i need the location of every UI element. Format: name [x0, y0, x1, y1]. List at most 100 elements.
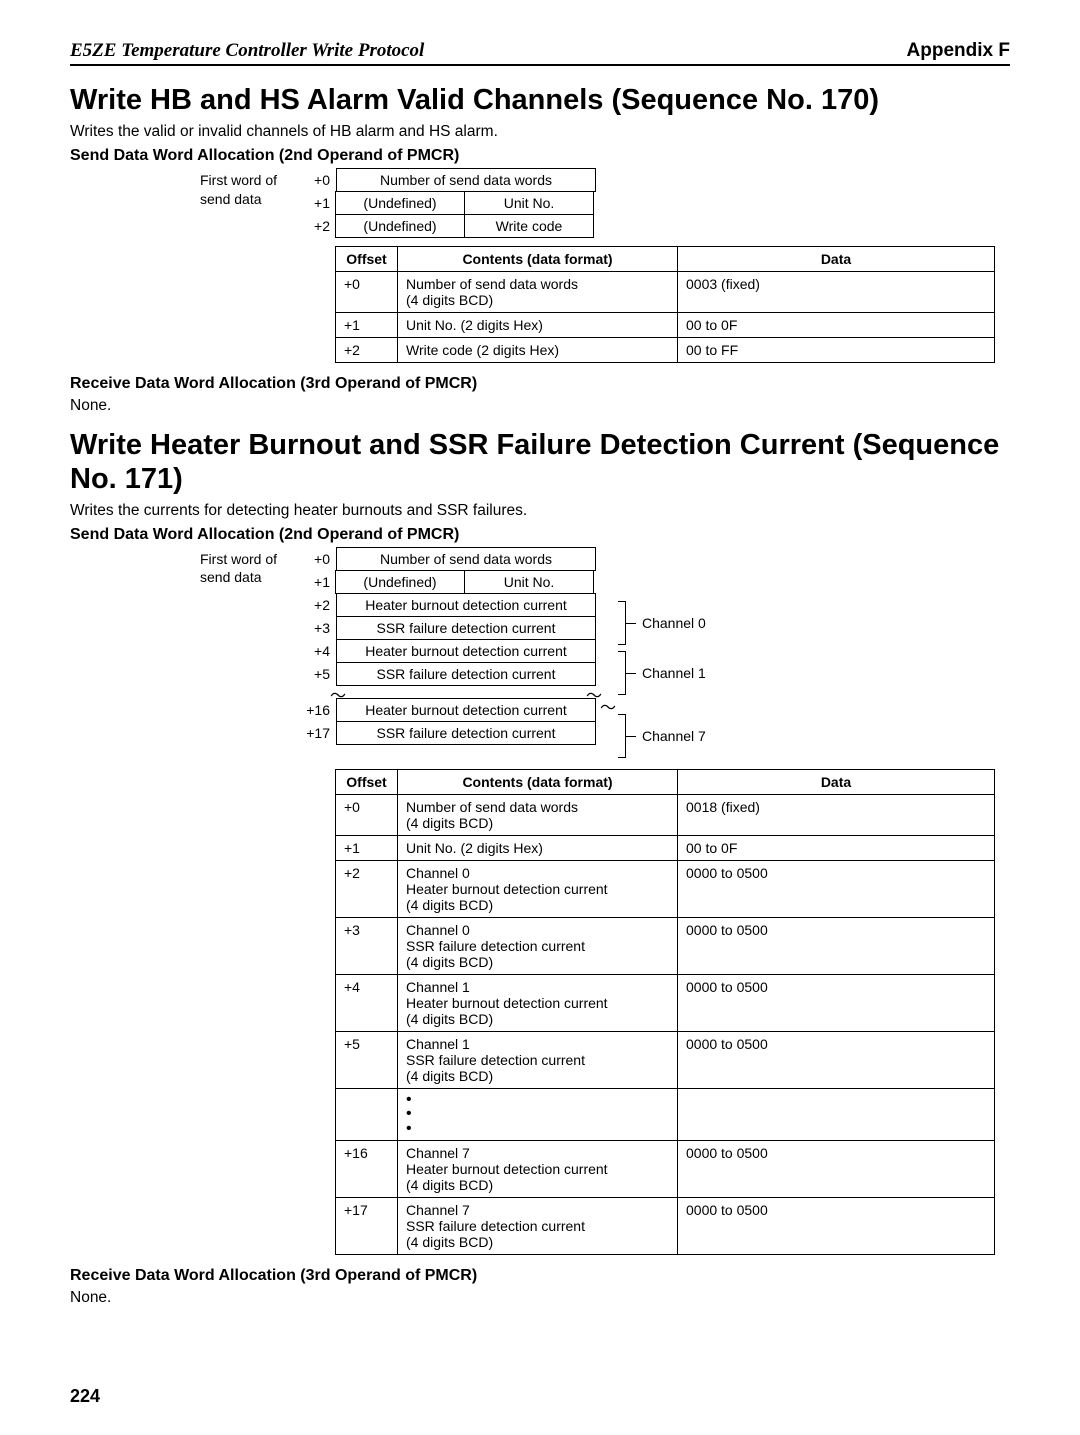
alloc-cell: SSR failure detection current [336, 721, 596, 745]
header-left: E5ZE Temperature Controller Write Protoc… [70, 40, 424, 62]
cell-contents: Channel 1 SSR failure detection current … [398, 1032, 678, 1089]
cell-data: 0000 to 0500 [678, 975, 995, 1032]
cell-contents: ••• [398, 1089, 678, 1141]
alloc-cell: Heater burnout detection current [336, 698, 596, 722]
alloc-cell: Unit No. [464, 191, 594, 215]
section2-alloc-diagram: First word of send data +0 Number of sen… [200, 548, 1010, 761]
cell-data: 0000 to 0500 [678, 1141, 995, 1198]
cell-offset: +17 [336, 1198, 398, 1255]
channel-label: Channel 0 [636, 615, 706, 631]
table-row: +0Number of send data words (4 digits BC… [336, 272, 995, 313]
section2-recv-none: None. [70, 1289, 1010, 1307]
alloc-cell: Unit No. [464, 570, 594, 594]
first-word-label: First word of send data [200, 548, 300, 586]
th-offset: Offset [336, 247, 398, 272]
alloc-cell: Heater burnout detection current [336, 639, 596, 663]
alloc-offset: +0 [300, 169, 336, 192]
cell-data: 00 to 0F [678, 836, 995, 861]
cell-contents: Channel 1 Heater burnout detection curre… [398, 975, 678, 1032]
alloc-cell: Number of send data words [336, 168, 596, 192]
section2-send-sub: Send Data Word Allocation (2nd Operand o… [70, 526, 1010, 544]
table-row: +2Channel 0 Heater burnout detection cur… [336, 861, 995, 918]
table-row: +17Channel 7 SSR failure detection curre… [336, 1198, 995, 1255]
th-data: Data [678, 247, 995, 272]
cell-offset: +5 [336, 1032, 398, 1089]
cell-offset: +2 [336, 861, 398, 918]
cell-contents: Channel 7 Heater burnout detection curre… [398, 1141, 678, 1198]
alloc-cell: SSR failure detection current [336, 616, 596, 640]
header-right: Appendix F [907, 40, 1010, 62]
cell-contents: Write code (2 digits Hex) [398, 338, 678, 363]
alloc-cell: SSR failure detection current [336, 662, 596, 686]
section2-title: Write Heater Burnout and SSR Failure Det… [70, 429, 1010, 496]
section1-recv-none: None. [70, 397, 1010, 415]
cell-contents: Number of send data words (4 digits BCD) [398, 795, 678, 836]
page-number: 224 [70, 1386, 100, 1407]
cell-offset: +1 [336, 836, 398, 861]
cell-data: 0000 to 0500 [678, 918, 995, 975]
section1-recv-sub: Receive Data Word Allocation (3rd Operan… [70, 375, 1010, 393]
th-contents: Contents (data format) [398, 247, 678, 272]
section1-intro: Writes the valid or invalid channels of … [70, 123, 1010, 141]
alloc-cell: (Undefined) [335, 214, 465, 238]
table-row: +5Channel 1 SSR failure detection curren… [336, 1032, 995, 1089]
cell-offset: +1 [336, 313, 398, 338]
alloc-offset: +2 [300, 215, 336, 238]
table-row: +3Channel 0 SSR failure detection curren… [336, 918, 995, 975]
cell-data [678, 1089, 995, 1141]
section2-intro: Writes the currents for detecting heater… [70, 502, 1010, 520]
alloc-offset: +1 [300, 571, 336, 594]
page-header: E5ZE Temperature Controller Write Protoc… [70, 40, 1010, 66]
th-offset: Offset [336, 770, 398, 795]
cell-data: 0000 to 0500 [678, 1198, 995, 1255]
table-row: +1Unit No. (2 digits Hex)00 to 0F [336, 313, 995, 338]
cell-data: 0000 to 0500 [678, 1032, 995, 1089]
alloc-cell: (Undefined) [335, 191, 465, 215]
alloc-offset: +1 [300, 192, 336, 215]
table-row: +4Channel 1 Heater burnout detection cur… [336, 975, 995, 1032]
cell-offset: +3 [336, 918, 398, 975]
cell-contents: Unit No. (2 digits Hex) [398, 313, 678, 338]
th-data: Data [678, 770, 995, 795]
section1-title: Write HB and HS Alarm Valid Channels (Se… [70, 84, 1010, 117]
cell-contents: Unit No. (2 digits Hex) [398, 836, 678, 861]
alloc-offset: +17 [300, 722, 336, 745]
cell-offset: +0 [336, 795, 398, 836]
table-row: +2Write code (2 digits Hex)00 to FF [336, 338, 995, 363]
first-word-label: First word of send data [200, 169, 300, 207]
alloc-cell: Number of send data words [336, 547, 596, 571]
alloc-offset: +4 [300, 640, 336, 663]
cell-contents: Number of send data words (4 digits BCD) [398, 272, 678, 313]
cell-data: 0000 to 0500 [678, 861, 995, 918]
table-row: +16Channel 7 Heater burnout detection cu… [336, 1141, 995, 1198]
section1-send-sub: Send Data Word Allocation (2nd Operand o… [70, 147, 1010, 165]
channel-label: Channel 7 [636, 728, 706, 744]
cell-offset: +4 [336, 975, 398, 1032]
table-row: ••• [336, 1089, 995, 1141]
section2-recv-sub: Receive Data Word Allocation (3rd Operan… [70, 1267, 1010, 1285]
cell-data: 00 to FF [678, 338, 995, 363]
cell-offset: +16 [336, 1141, 398, 1198]
cell-contents: Channel 0 SSR failure detection current … [398, 918, 678, 975]
alloc-offset: +0 [300, 548, 336, 571]
cell-data: 0018 (fixed) [678, 795, 995, 836]
channel-label: Channel 1 [636, 665, 706, 681]
table-row: +0Number of send data words (4 digits BC… [336, 795, 995, 836]
cell-data: 0003 (fixed) [678, 272, 995, 313]
th-contents: Contents (data format) [398, 770, 678, 795]
alloc-cell: Heater burnout detection current [336, 593, 596, 617]
cell-offset: +2 [336, 338, 398, 363]
section1-table: Offset Contents (data format) Data +0Num… [335, 246, 995, 363]
alloc-cell: Write code [464, 214, 594, 238]
alloc-gap: 〜 〜 [336, 685, 596, 699]
cell-data: 00 to 0F [678, 313, 995, 338]
section2-table: Offset Contents (data format) Data +0Num… [335, 769, 995, 1255]
alloc-offset: +2 [300, 594, 336, 617]
alloc-cell: (Undefined) [335, 570, 465, 594]
cell-offset: +0 [336, 272, 398, 313]
table-row: +1Unit No. (2 digits Hex)00 to 0F [336, 836, 995, 861]
section1-alloc-diagram: First word of send data +0 Number of sen… [200, 169, 1010, 238]
alloc-offset: +3 [300, 617, 336, 640]
cell-contents: Channel 0 Heater burnout detection curre… [398, 861, 678, 918]
cell-offset [336, 1089, 398, 1141]
